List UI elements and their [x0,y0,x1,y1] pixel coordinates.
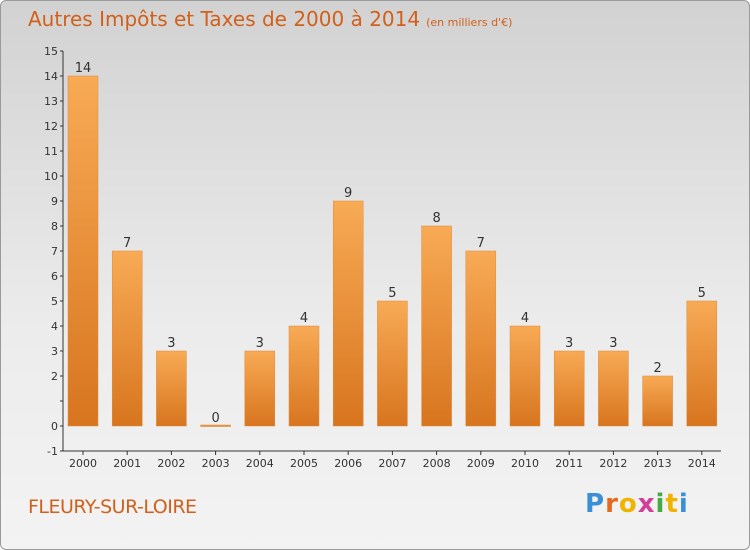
x-tick-label: 2012 [599,457,627,470]
x-tick-label: 2009 [467,457,495,470]
x-tick-label: 2005 [290,457,318,470]
logo-letter: i [655,489,666,519]
data-label: 4 [300,311,308,326]
chart-title-text: Autres Impôts et Taxes de 2000 à 2014 [28,7,421,31]
data-label: 5 [388,286,396,301]
data-label: 14 [75,61,92,76]
x-tick-label: 2006 [334,457,362,470]
y-tick-label: 15 [44,45,58,58]
proxiti-logo: Proxiti [585,489,689,519]
x-tick-label: 2001 [113,457,141,470]
x-tick-label: 2008 [423,457,451,470]
y-tick-label: 6 [51,270,58,283]
y-tick-label: 3 [51,345,58,358]
data-label: 3 [565,336,573,351]
data-label: 2 [653,361,661,376]
y-tick-label: 11 [44,145,58,158]
y-tick-label: 10 [44,170,58,183]
bar [598,350,629,427]
bar [377,300,408,427]
bar [642,375,673,427]
bar [288,325,320,427]
logo-letter: i [678,489,689,519]
y-tick-label: -1 [47,445,58,458]
data-label: 9 [344,186,352,201]
x-tick-label: 2004 [246,457,274,470]
y-tick-label: 14 [44,70,58,83]
bar [244,350,276,427]
bar [67,75,99,427]
y-tick-label: 9 [51,195,58,208]
y-tick-label: 7 [51,245,58,258]
x-tick-label: 2011 [555,457,583,470]
y-tick-label: 2 [51,370,58,383]
data-label: 0 [211,411,219,426]
y-tick-label: 13 [44,95,58,108]
chart-unit: (en milliers d'€) [426,16,513,29]
data-label: 8 [432,211,440,226]
bar [465,250,497,427]
logo-letter: o [618,489,638,519]
data-label: 5 [698,286,706,301]
x-tick-label: 2002 [157,457,185,470]
bar [156,350,187,427]
data-label: 3 [256,336,264,351]
data-label: 7 [477,236,485,251]
logo-letter: r [605,489,619,519]
data-label: 3 [167,336,175,351]
y-tick-label: 5 [51,295,58,308]
x-tick-label: 2000 [69,457,97,470]
bar [553,350,585,427]
data-label: 7 [123,236,131,251]
x-tick-label: 2003 [202,457,230,470]
bar [111,250,143,427]
data-label: 3 [609,336,617,351]
data-label: 4 [521,311,529,326]
x-tick-label: 2014 [688,457,716,470]
bar [509,325,541,427]
bar [200,424,231,427]
x-tick-label: 2007 [378,457,406,470]
y-tick-label: 8 [51,220,58,233]
x-tick-label: 2010 [511,457,539,470]
y-tick-label: 12 [44,120,58,133]
y-tick-label: 0 [51,420,58,433]
commune-name: FLEURY-SUR-LOIRE [28,496,197,518]
logo-letter: P [585,489,606,519]
bar [686,300,718,427]
x-tick-label: 2013 [644,457,672,470]
y-tick-label: 4 [51,320,58,333]
bar [421,225,452,427]
chart-title: Autres Impôts et Taxes de 2000 à 2014 (en… [28,7,512,31]
bar [332,200,364,427]
logo-letter: t [665,489,679,519]
logo-letter: x [637,489,656,519]
